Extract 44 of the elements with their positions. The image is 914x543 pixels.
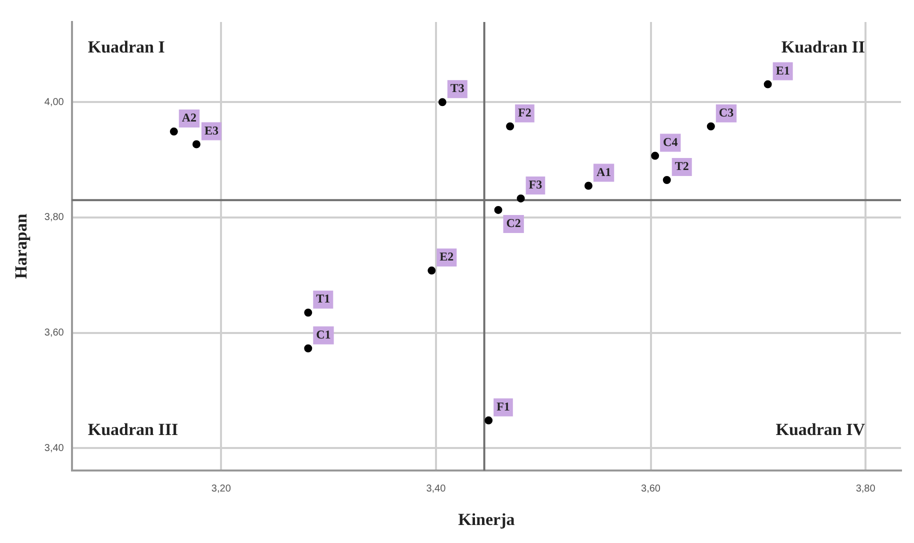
point: [484, 416, 493, 424]
point: [584, 182, 592, 190]
point: [428, 266, 436, 275]
annotation: E2: [440, 250, 454, 264]
annotation: F1: [496, 400, 510, 414]
point: [304, 308, 312, 317]
point: [494, 206, 502, 214]
annotation: A1: [596, 164, 612, 179]
point: [304, 344, 312, 352]
point: [706, 122, 715, 130]
annotation: F2: [518, 105, 532, 120]
point: [170, 128, 178, 136]
x-tick-label: 3,40: [426, 483, 446, 494]
annotation: Kuadran IV: [776, 420, 866, 439]
annotation: Kuadran I: [88, 37, 166, 56]
annotation: Kuadran III: [88, 420, 178, 439]
point: [192, 140, 200, 148]
x-tick-label: 3,80: [856, 483, 876, 494]
x-tick-label: 3,60: [641, 483, 661, 494]
annotation: T3: [450, 81, 464, 96]
x-axis-title: Kinerja: [458, 510, 516, 530]
point: [438, 98, 446, 106]
y-tick-label: 3,40: [44, 442, 64, 454]
point: [516, 194, 525, 202]
annotation: T1: [316, 292, 330, 306]
point: [662, 176, 671, 184]
annotation: C1: [316, 327, 331, 342]
annotation: A2: [182, 110, 197, 125]
point: [764, 80, 772, 88]
annotation: T2: [674, 159, 689, 174]
annotation: Kuadran II: [781, 37, 866, 56]
x-tick-label: 3,20: [211, 483, 232, 494]
point: [506, 122, 514, 130]
annotation: F3: [528, 178, 542, 192]
y-tick-label: 3,60: [44, 328, 64, 339]
annotation: E1: [776, 63, 790, 78]
annotation: C3: [718, 105, 734, 120]
annotation: C2: [506, 216, 521, 230]
point: [651, 152, 660, 160]
y-axis-title: Harapan: [12, 213, 31, 279]
annotation: C4: [663, 134, 678, 149]
y-tick-label: 3,80: [44, 212, 64, 224]
annotation: E3: [204, 123, 218, 138]
y-tick-label: 4,00: [44, 96, 64, 108]
